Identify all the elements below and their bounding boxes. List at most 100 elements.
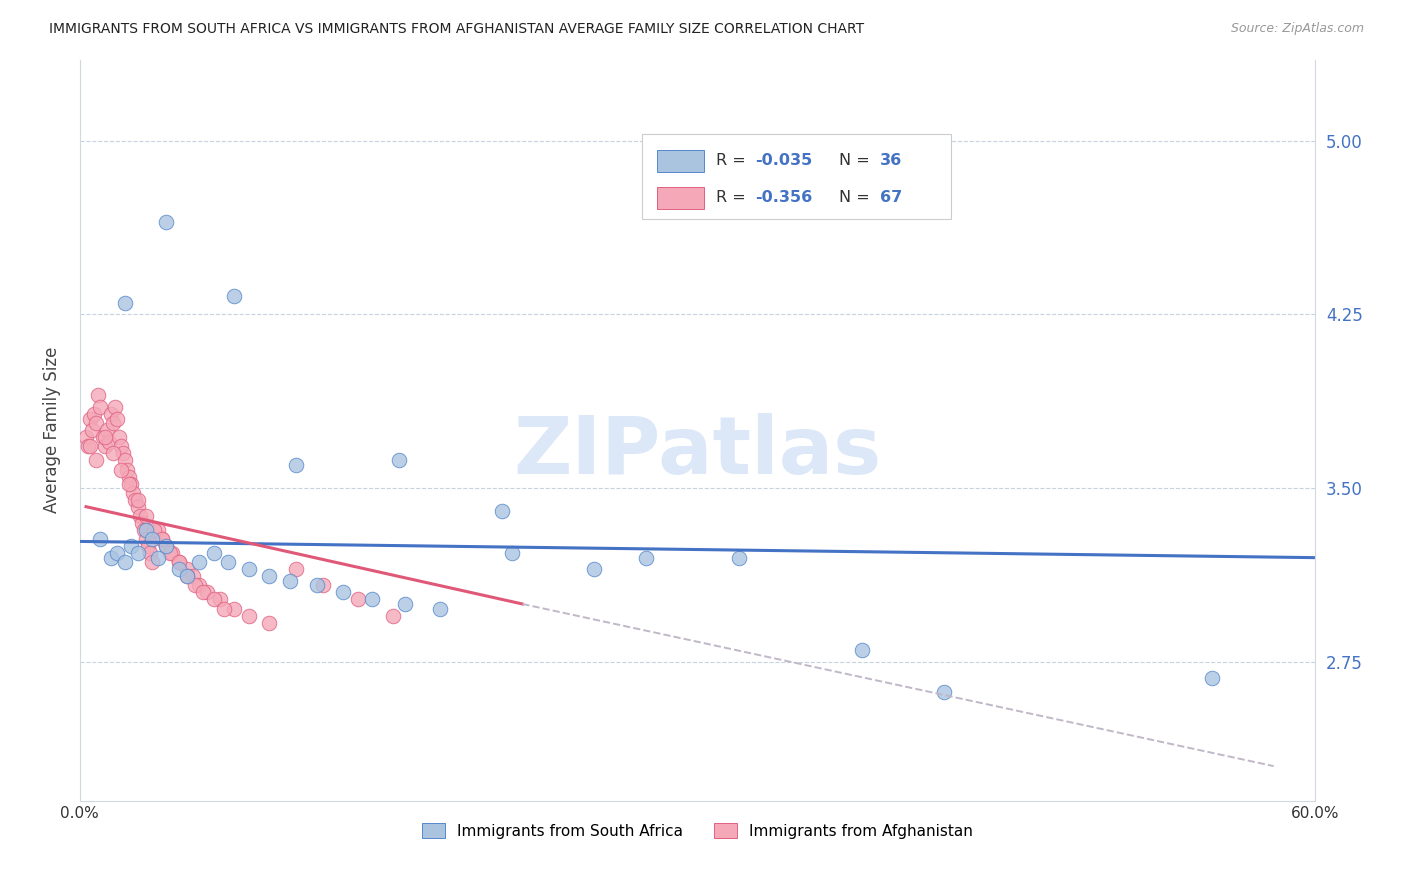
Point	[176, 569, 198, 583]
Point	[101, 446, 124, 460]
Point	[159, 546, 181, 560]
Point	[75, 430, 97, 444]
Point	[851, 643, 873, 657]
Text: Source: ZipAtlas.com: Source: ZipAtlas.com	[1230, 22, 1364, 36]
Point	[101, 417, 124, 431]
Point	[127, 500, 149, 514]
Legend: Immigrants from South Africa, Immigrants from Afghanistan: Immigrants from South Africa, Immigrants…	[416, 817, 979, 845]
Point	[114, 555, 136, 569]
Point	[238, 608, 260, 623]
Point	[87, 388, 110, 402]
Point	[120, 476, 142, 491]
Point	[89, 400, 111, 414]
Point	[79, 440, 101, 454]
Text: -0.035: -0.035	[755, 153, 813, 168]
Point	[110, 462, 132, 476]
Point	[93, 430, 115, 444]
Point	[934, 685, 956, 699]
Point	[155, 539, 177, 553]
Point	[135, 532, 157, 546]
Point	[429, 601, 451, 615]
Text: R =: R =	[716, 190, 751, 205]
Point	[132, 523, 155, 537]
Point	[388, 453, 411, 467]
Point	[97, 434, 120, 449]
Point	[115, 462, 138, 476]
Point	[238, 562, 260, 576]
Point	[224, 289, 246, 303]
Point	[100, 550, 122, 565]
Point	[105, 546, 128, 560]
Point	[583, 562, 606, 576]
Point	[114, 295, 136, 310]
Y-axis label: Average Family Size: Average Family Size	[44, 347, 60, 514]
Text: 67: 67	[880, 190, 903, 205]
Point	[122, 485, 145, 500]
Point	[124, 492, 146, 507]
Point	[202, 546, 225, 560]
Point	[167, 555, 190, 569]
Point	[110, 440, 132, 454]
Point	[346, 592, 368, 607]
Point	[86, 453, 108, 467]
Point	[127, 492, 149, 507]
Text: N =: N =	[839, 153, 876, 168]
Point	[118, 476, 141, 491]
Point	[143, 523, 166, 537]
Point	[139, 546, 162, 560]
Text: R =: R =	[716, 153, 751, 168]
Text: ZIPatlas: ZIPatlas	[513, 414, 882, 491]
Point	[361, 592, 384, 607]
Point	[105, 411, 128, 425]
Text: -0.356: -0.356	[755, 190, 813, 205]
Text: N =: N =	[839, 190, 876, 205]
Point	[108, 430, 131, 444]
Point	[305, 578, 328, 592]
Point	[136, 539, 159, 553]
Point	[141, 532, 163, 546]
Point	[96, 423, 118, 437]
Point	[162, 546, 184, 560]
Point	[181, 569, 204, 583]
Point	[217, 555, 239, 569]
Point	[93, 440, 115, 454]
Point	[114, 453, 136, 467]
Point	[104, 400, 127, 414]
Point	[112, 446, 135, 460]
Point	[167, 555, 190, 569]
Point	[155, 539, 177, 553]
Point	[312, 578, 335, 592]
Point	[146, 550, 169, 565]
Point	[381, 608, 404, 623]
Point	[100, 407, 122, 421]
Point	[89, 532, 111, 546]
Point	[332, 585, 354, 599]
Point	[77, 440, 100, 454]
Text: 36: 36	[880, 153, 903, 168]
Point	[150, 532, 173, 546]
Point	[1201, 671, 1223, 685]
Point	[86, 417, 108, 431]
Point	[257, 615, 280, 630]
Point	[127, 546, 149, 560]
Point	[394, 597, 416, 611]
Point	[135, 523, 157, 537]
Point	[167, 562, 190, 576]
FancyBboxPatch shape	[657, 150, 703, 172]
Point	[501, 546, 523, 560]
Point	[285, 458, 308, 472]
Point	[224, 601, 246, 615]
Point	[91, 430, 114, 444]
Point	[176, 569, 198, 583]
Point	[188, 555, 211, 569]
Point	[118, 469, 141, 483]
Point	[188, 578, 211, 592]
FancyBboxPatch shape	[641, 134, 950, 219]
Point	[184, 578, 207, 592]
Point	[212, 601, 235, 615]
Point	[146, 523, 169, 537]
Point	[202, 592, 225, 607]
Point	[155, 215, 177, 229]
Point	[285, 562, 308, 576]
Point	[193, 585, 215, 599]
